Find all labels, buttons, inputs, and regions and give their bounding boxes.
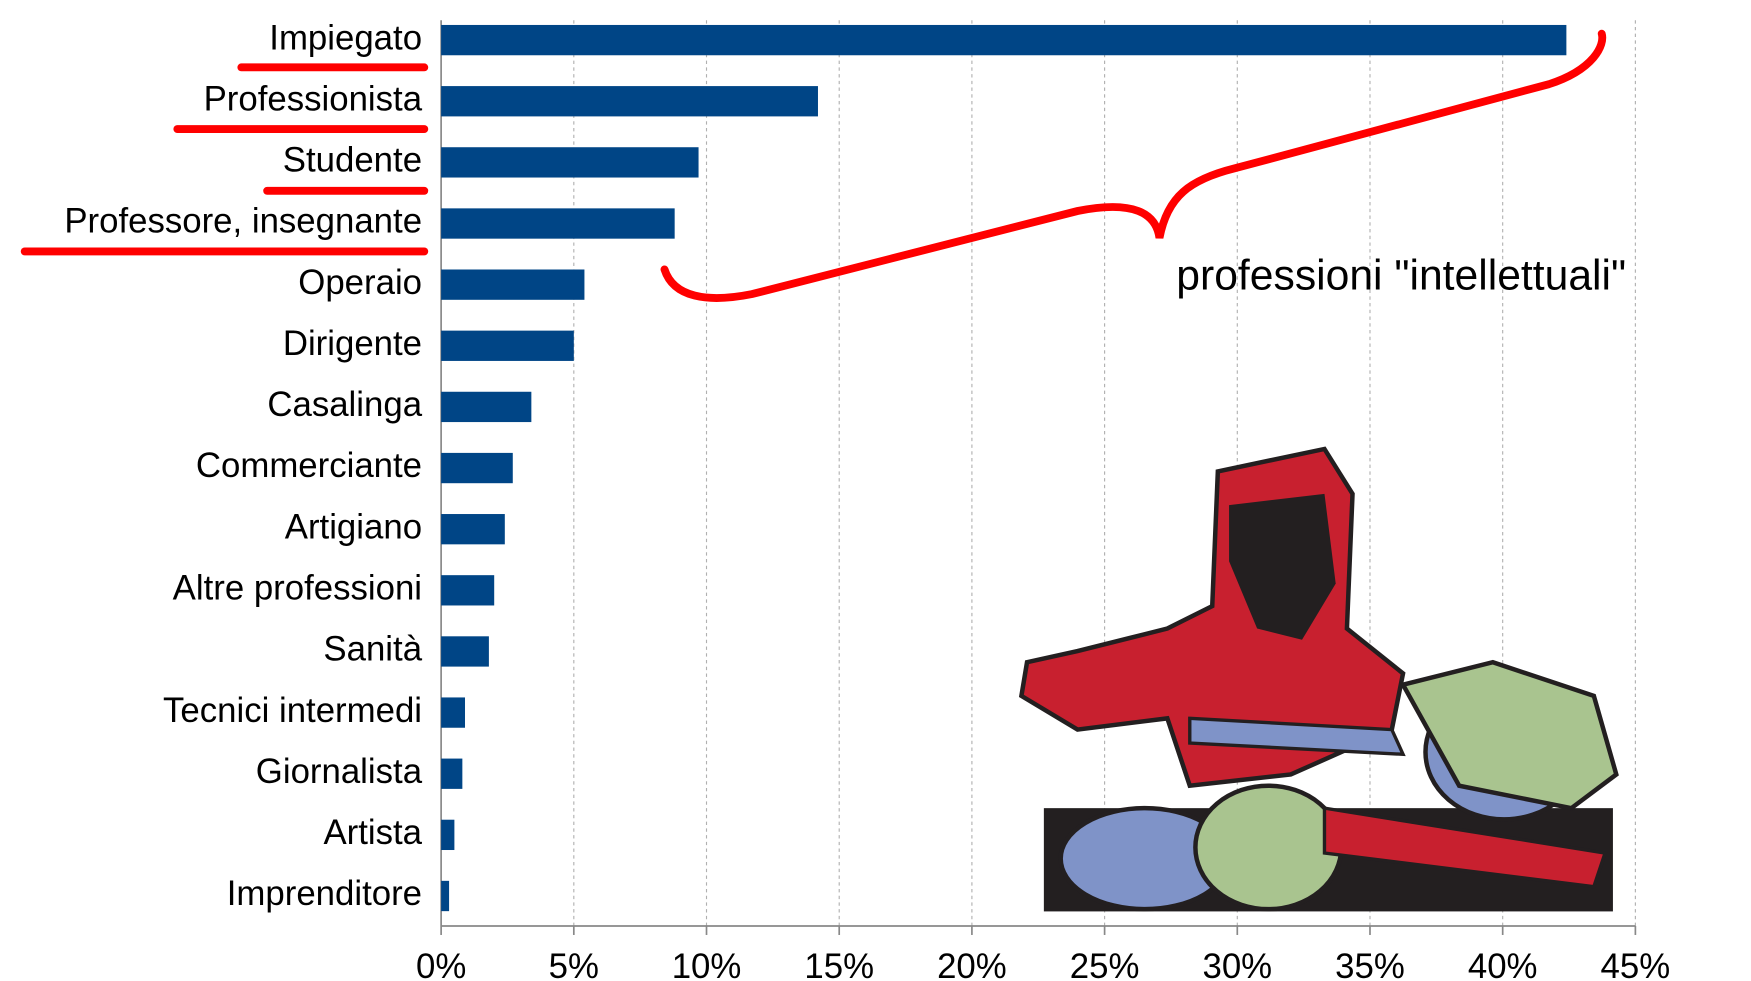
y-tick-label: Operaio bbox=[298, 264, 422, 302]
bar bbox=[441, 697, 465, 727]
x-tick-label: 30% bbox=[1202, 948, 1272, 981]
bar bbox=[441, 208, 675, 238]
chart: 0% 5% 10% 15% 20% 25% 30% 35% 40% 45% Impiegato Pro… bbox=[0, 0, 1751, 981]
x-tick-label: 40% bbox=[1468, 948, 1538, 981]
y-tick-label: Impiegato bbox=[269, 19, 422, 57]
y-tick-label: Casalinga bbox=[267, 386, 422, 424]
y-tick-label: Artista bbox=[323, 814, 422, 852]
y-tick-label: Sanità bbox=[323, 631, 422, 669]
y-tick-label: Imprenditore bbox=[227, 875, 422, 913]
x-tick-label: 10% bbox=[672, 948, 742, 981]
y-tick-label: Studente bbox=[283, 142, 422, 180]
bar bbox=[441, 25, 1566, 55]
x-tick-label: 35% bbox=[1335, 948, 1405, 981]
x-tick-label: 25% bbox=[1070, 948, 1140, 981]
worker-illustration bbox=[1021, 449, 1616, 911]
x-tick-label: 0% bbox=[416, 948, 466, 981]
bar bbox=[441, 86, 818, 116]
x-tick-label: 5% bbox=[549, 948, 599, 981]
y-tick-label: Artigiano bbox=[285, 508, 422, 546]
y-tick-label: Professore, insegnante bbox=[64, 203, 422, 241]
y-tick-label: Tecnici intermedi bbox=[163, 692, 422, 730]
bar bbox=[441, 392, 531, 422]
y-tick-label: Professionista bbox=[204, 80, 423, 118]
bar bbox=[441, 453, 513, 483]
bar bbox=[441, 881, 449, 911]
bar bbox=[441, 820, 454, 850]
annotation: professioni "intellettuali" bbox=[1176, 252, 1626, 300]
y-tick-label: Giornalista bbox=[256, 753, 423, 791]
x-tick-label: 45% bbox=[1601, 948, 1671, 981]
bar bbox=[441, 331, 574, 361]
bar bbox=[441, 147, 698, 177]
bar bbox=[441, 575, 494, 605]
y-tick-label: Altre professioni bbox=[173, 570, 422, 608]
bar bbox=[441, 514, 505, 544]
bar bbox=[441, 269, 584, 299]
y-tick-label: Dirigente bbox=[283, 325, 422, 363]
x-tick-label: 15% bbox=[804, 948, 874, 981]
bar bbox=[441, 759, 462, 789]
bar bbox=[441, 636, 489, 666]
y-tick-label: Commerciante bbox=[196, 447, 422, 485]
x-tick-label: 20% bbox=[937, 948, 1007, 981]
